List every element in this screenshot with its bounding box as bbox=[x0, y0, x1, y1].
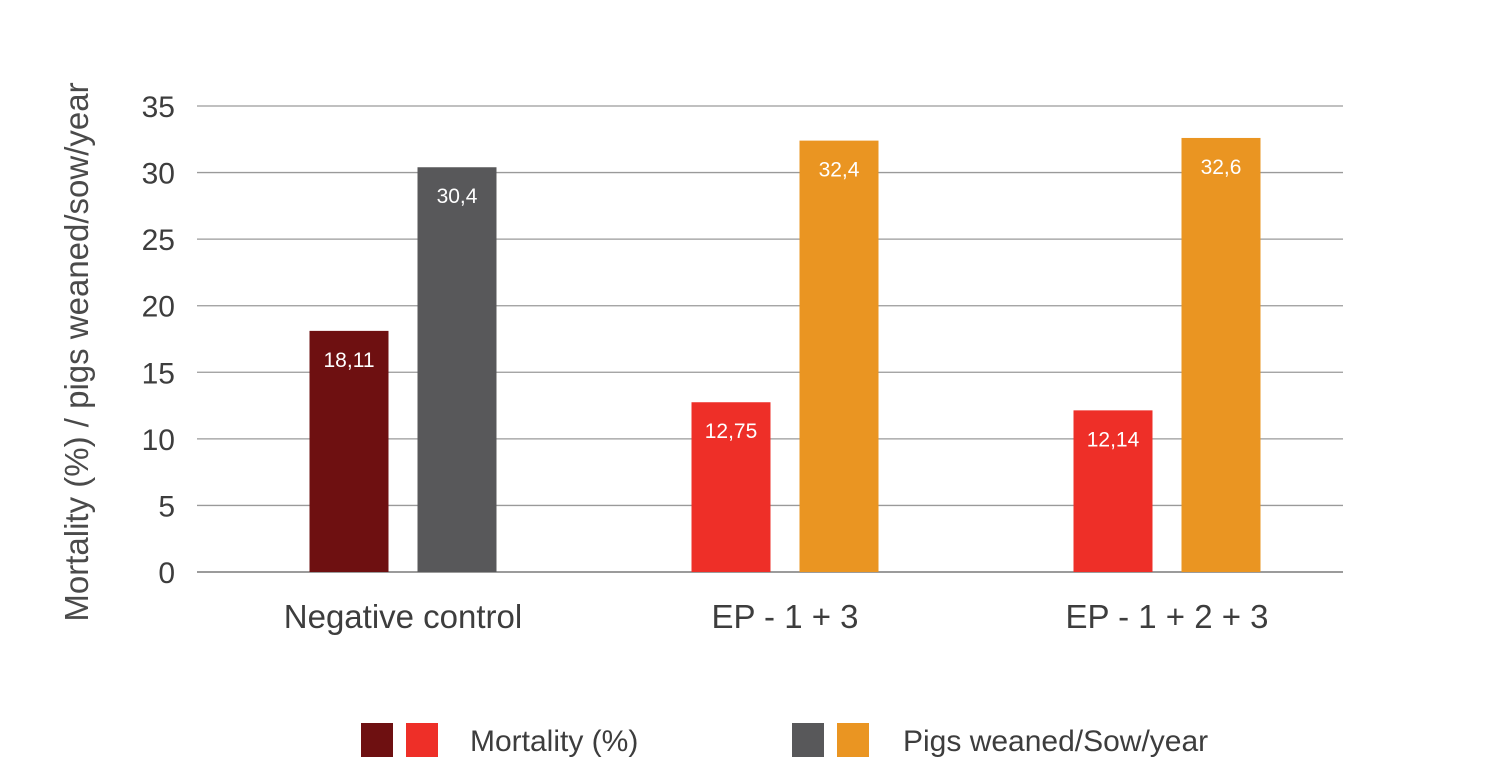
legend: Mortality (%) Pigs weaned/Sow/year bbox=[361, 723, 1208, 758]
y-tick-label: 30 bbox=[142, 158, 175, 191]
y-tick-label: 0 bbox=[158, 557, 175, 590]
y-tick-label: 20 bbox=[142, 291, 175, 324]
data-labels: 18,11 30,4 12,75 32,4 12,14 32,6 bbox=[324, 156, 1242, 451]
x-axis-categories: Negative control EP - 1 + 3 EP - 1 + 2 + 3 bbox=[284, 598, 1269, 635]
legend-label: Pigs weaned/Sow/year bbox=[903, 725, 1208, 758]
bar-value-label: 18,11 bbox=[324, 349, 375, 372]
legend-swatch bbox=[837, 723, 869, 757]
bar bbox=[309, 330, 389, 572]
legend-swatch bbox=[406, 723, 438, 757]
x-category-label: Negative control bbox=[284, 598, 522, 635]
legend-swatch bbox=[792, 723, 824, 757]
bar bbox=[691, 402, 771, 572]
x-category-label: EP - 1 + 2 + 3 bbox=[1065, 598, 1268, 635]
bar bbox=[1181, 137, 1261, 572]
bar bbox=[417, 167, 497, 572]
y-tick-label: 5 bbox=[158, 490, 175, 523]
y-tick-label: 25 bbox=[142, 224, 175, 257]
legend-swatch bbox=[361, 723, 393, 757]
y-axis-label: Mortality (%) / pigs weaned/sow/year bbox=[58, 82, 95, 621]
y-tick-label: 10 bbox=[142, 424, 175, 457]
bars bbox=[309, 137, 1261, 573]
y-axis-ticks: 0 5 10 15 20 25 30 35 bbox=[142, 91, 175, 590]
bar-value-label: 30,4 bbox=[437, 185, 478, 208]
bar-value-label: 12,75 bbox=[705, 420, 758, 443]
bar bbox=[1073, 410, 1153, 572]
bar bbox=[799, 140, 879, 573]
bar-value-label: 12,14 bbox=[1087, 428, 1140, 451]
bar-value-label: 32,6 bbox=[1201, 156, 1242, 179]
bar-value-label: 32,4 bbox=[819, 159, 860, 182]
x-category-label: EP - 1 + 3 bbox=[711, 598, 858, 635]
legend-label: Mortality (%) bbox=[470, 725, 638, 758]
y-tick-label: 15 bbox=[142, 357, 175, 390]
y-tick-label: 35 bbox=[142, 91, 175, 124]
